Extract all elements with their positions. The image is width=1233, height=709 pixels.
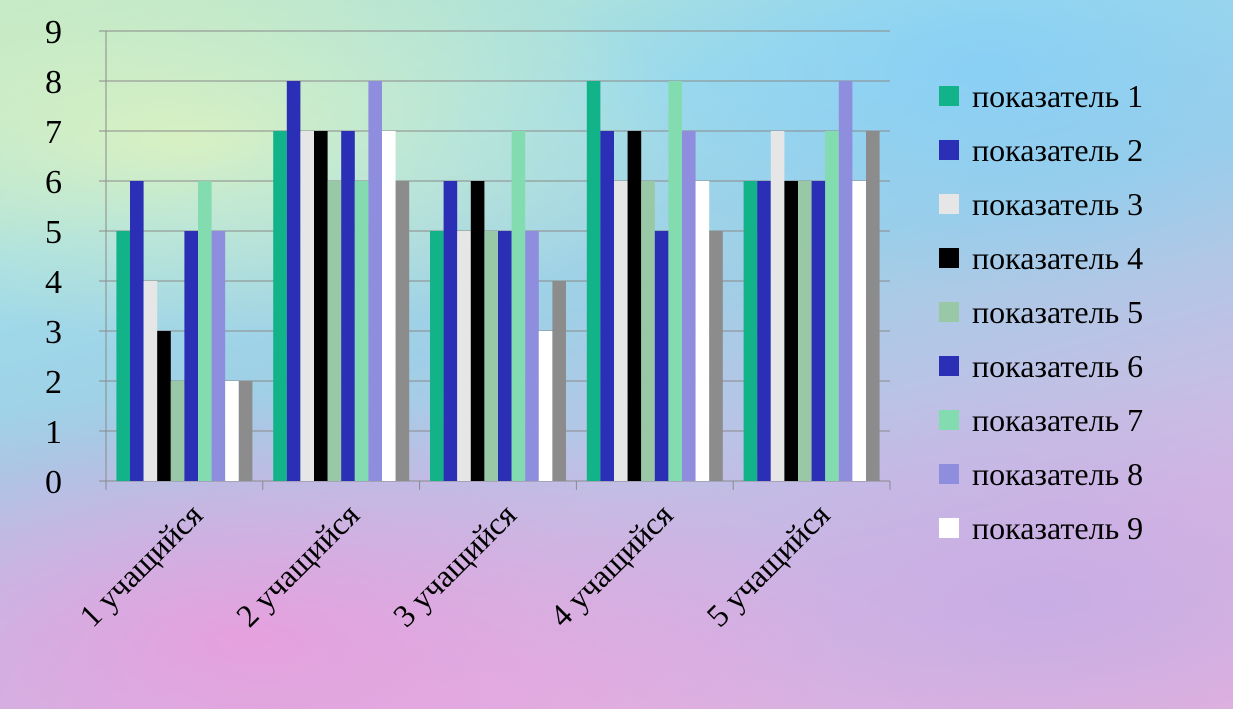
legend-swatch: [939, 356, 959, 376]
legend-label: показатель 1: [972, 78, 1143, 114]
bar: [484, 231, 498, 481]
legend-label: показатель 8: [972, 456, 1143, 492]
bar: [757, 181, 771, 481]
bar: [525, 231, 539, 481]
bar: [457, 231, 471, 481]
y-tick-label: 6: [45, 164, 62, 201]
legend-label: показатель 6: [972, 348, 1143, 384]
bar: [273, 131, 287, 481]
bar: [443, 181, 458, 481]
bar: [225, 381, 239, 481]
legend-label: показатель 2: [972, 132, 1143, 168]
bar: [130, 181, 144, 481]
bar: [538, 331, 553, 481]
bar: [798, 181, 812, 481]
x-category-label: 1 учащийся: [72, 496, 209, 633]
y-tick-label: 8: [45, 64, 62, 101]
bar: [668, 81, 682, 481]
bar: [654, 231, 669, 481]
legend-label: показатель 9: [972, 510, 1143, 546]
bar: [641, 181, 655, 481]
legend-label: показатель 7: [972, 402, 1143, 438]
y-tick-label: 3: [45, 314, 62, 351]
legend-label: показатель 5: [972, 294, 1143, 330]
legend-swatch: [939, 140, 959, 160]
bar: [143, 281, 158, 481]
bar: [627, 131, 642, 481]
bar: [327, 181, 342, 481]
y-tick-label: 0: [45, 464, 62, 501]
y-tick-label: 7: [45, 114, 62, 151]
bar: [825, 131, 839, 481]
bar: [354, 181, 369, 481]
bar: [314, 131, 328, 481]
y-tick-label: 2: [45, 364, 62, 401]
bar: [852, 181, 866, 481]
bar: [600, 131, 614, 481]
bar: [682, 131, 696, 481]
bar: [300, 131, 314, 481]
bar: [184, 231, 198, 481]
x-category-label: 2 учащийся: [229, 496, 366, 633]
legend: показатель 1 показатель 2 показатель 3 пока…: [939, 78, 1143, 546]
legend-swatch: [939, 518, 959, 538]
bar: [170, 381, 185, 481]
bar: [395, 181, 410, 481]
legend-label: показатель 3: [972, 186, 1143, 222]
bar: [586, 81, 601, 481]
x-category-label: 3 учащийся: [386, 496, 523, 633]
legend-swatch: [939, 248, 959, 268]
bar: [116, 231, 130, 481]
bar: [838, 81, 853, 481]
bar: [784, 181, 798, 481]
x-category-label: 5 учащийся: [699, 496, 836, 633]
legend-swatch: [939, 410, 959, 430]
bar: [614, 181, 628, 481]
y-tick-label: 9: [45, 14, 62, 51]
bar: [709, 231, 723, 481]
x-axis-categories: 1 учащийся 2 учащийся 3 учащийся 4 учащийся…: [72, 496, 837, 633]
bar: [286, 81, 301, 481]
bar: [382, 131, 396, 481]
bar: [743, 181, 758, 481]
bar: [511, 131, 526, 481]
bar: [866, 131, 880, 481]
bar: [238, 381, 253, 481]
bar: [552, 281, 566, 481]
y-tick-label: 1: [45, 414, 62, 451]
bar: [770, 131, 785, 481]
bar: [695, 181, 710, 481]
bar: [470, 181, 485, 481]
bar: [211, 231, 226, 481]
bar: [368, 81, 382, 481]
bar: [430, 231, 444, 481]
legend-swatch: [939, 86, 959, 106]
legend-label: показатель 4: [972, 240, 1143, 276]
legend-swatch: [939, 464, 959, 484]
bar: [498, 231, 512, 481]
x-category-label: 4 учащийся: [542, 496, 679, 633]
y-tick-label: 5: [45, 214, 62, 251]
legend-swatch: [939, 302, 959, 322]
y-tick-label: 4: [45, 264, 62, 301]
y-axis-ticks: 0 1 2 3 4 5 6 7 8 9: [45, 14, 62, 501]
bar: [341, 131, 355, 481]
bar: [198, 181, 212, 481]
bar: [811, 181, 826, 481]
legend-swatch: [939, 194, 959, 214]
bar: [157, 331, 171, 481]
bars: [116, 81, 880, 481]
